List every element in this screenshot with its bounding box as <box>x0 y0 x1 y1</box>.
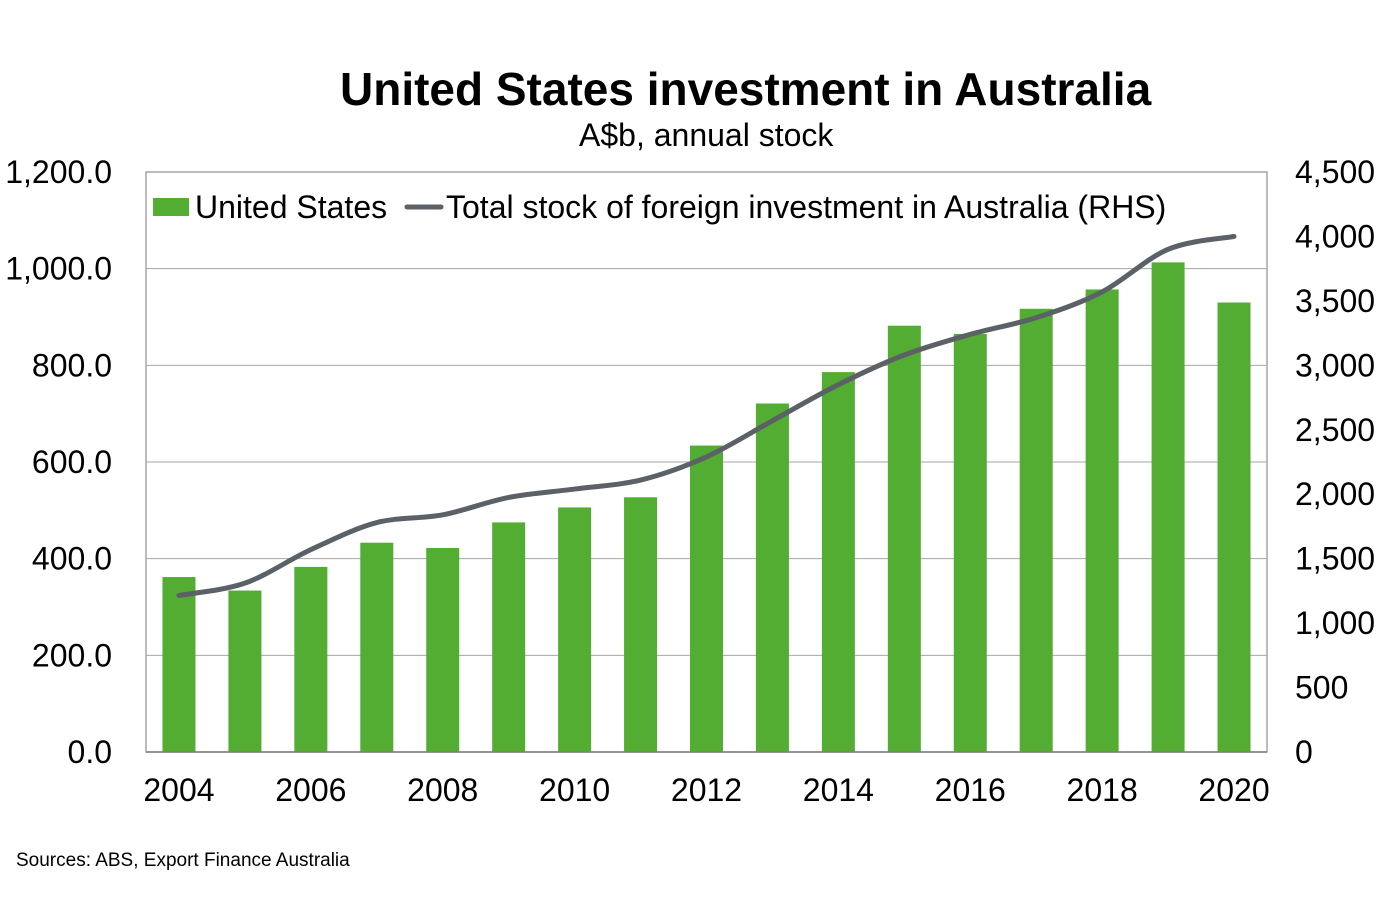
bar-2020 <box>1217 302 1251 752</box>
x-tick-label: 2016 <box>935 772 1006 808</box>
y-right-tick-label: 500 <box>1295 670 1348 706</box>
y-right-tick-label: 4,000 <box>1295 218 1375 254</box>
bar-2018 <box>1085 289 1119 752</box>
y-right-tick-label: 2,000 <box>1295 476 1375 512</box>
x-tick-label: 2014 <box>803 772 874 808</box>
bar-series-united-states <box>162 262 1251 752</box>
y-right-tick-label: 1,000 <box>1295 605 1375 641</box>
source-note: Sources: ABS, Export Finance Australia <box>16 850 350 871</box>
x-tick-label: 2018 <box>1067 772 1138 808</box>
bar-2013 <box>755 403 789 752</box>
bar-2014 <box>821 372 855 752</box>
chart-subtitle: A$b, annual stock <box>579 117 834 153</box>
bar-2005 <box>228 590 262 752</box>
y-right-tick-label: 2,500 <box>1295 412 1375 448</box>
bar-2016 <box>953 333 987 752</box>
legend-label-total-stock: Total stock of foreign investment in Aus… <box>446 189 1166 225</box>
y-left-tick-label: 1,000.0 <box>5 251 112 287</box>
y-left-tick-label: 0.0 <box>68 734 112 770</box>
bar-2008 <box>426 548 460 752</box>
bar-2017 <box>1019 308 1053 752</box>
legend-label-united-states: United States <box>195 189 387 225</box>
bar-2006 <box>294 566 328 752</box>
legend-swatch-united-states <box>153 198 189 216</box>
y-left-tick-label: 800.0 <box>32 347 112 383</box>
axes: 0.0 200.0 400.0 600.0 800.0 1,000.0 1,200.0 0 50… <box>5 154 1375 808</box>
x-tick-label: 2012 <box>671 772 742 808</box>
bar-2012 <box>690 445 723 752</box>
x-tick-label: 2006 <box>275 772 346 808</box>
legend: United States Total stock of foreign inv… <box>153 189 1166 225</box>
bar-2015 <box>887 325 921 752</box>
x-tick-label: 2008 <box>407 772 478 808</box>
x-tick-label: 2004 <box>143 772 214 808</box>
x-tick-label: 2010 <box>539 772 610 808</box>
y-left-tick-label: 600.0 <box>32 444 112 480</box>
y-right-tick-label: 3,000 <box>1295 347 1375 383</box>
y-left-tick-label: 1,200.0 <box>5 154 112 190</box>
bar-2004 <box>162 577 196 752</box>
x-tick-label: 2020 <box>1198 772 1269 808</box>
bar-2011 <box>624 497 658 752</box>
y-left-tick-label: 400.0 <box>32 541 112 577</box>
y-right-tick-label: 0 <box>1295 734 1313 770</box>
y-right-tick-label: 4,500 <box>1295 154 1375 190</box>
bar-2007 <box>360 542 394 752</box>
line-series-total-stock <box>176 233 1237 598</box>
y-left-tick-label: 200.0 <box>32 637 112 673</box>
bar-2019 <box>1151 262 1185 752</box>
y-right-tick-label: 1,500 <box>1295 541 1375 577</box>
bar-2009 <box>492 522 526 752</box>
bar-2010 <box>558 507 592 752</box>
chart-title: United States investment in Australia <box>340 63 1152 115</box>
y-right-tick-label: 3,500 <box>1295 283 1375 319</box>
